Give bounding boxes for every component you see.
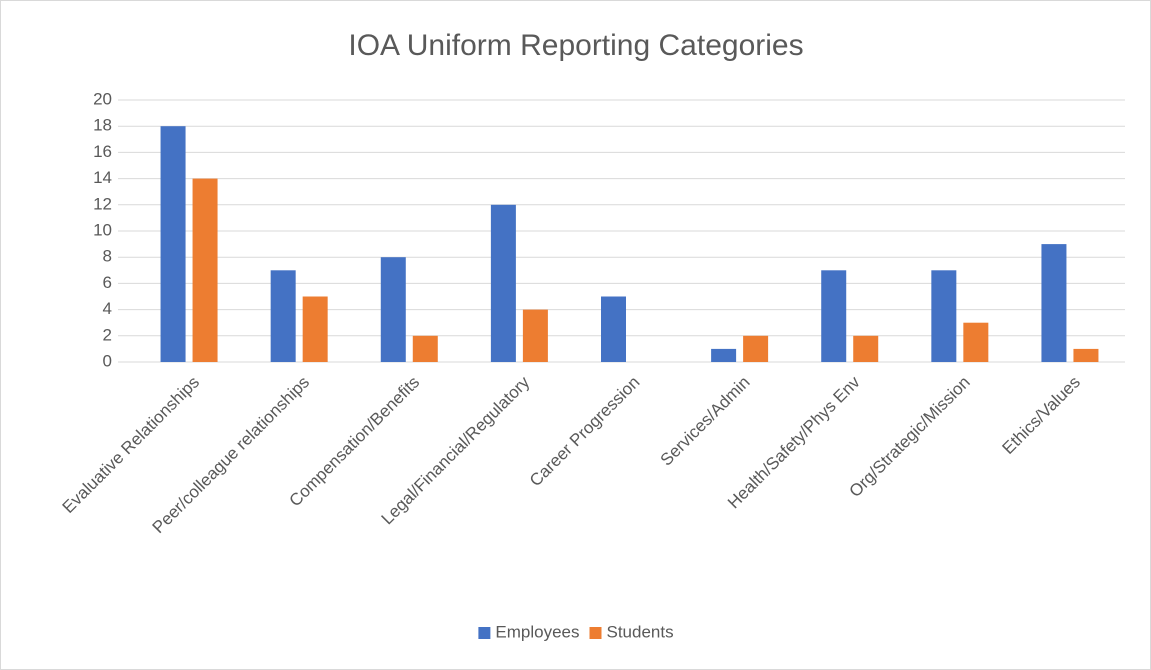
bar <box>522 309 548 362</box>
bar <box>412 335 438 362</box>
y-tick-label: 0 <box>103 351 112 370</box>
y-tick-label: 6 <box>103 273 112 292</box>
y-tick-label: 10 <box>93 220 112 239</box>
bar <box>1073 348 1099 362</box>
legend-swatch <box>478 627 491 639</box>
bar <box>192 178 218 362</box>
bar <box>160 126 186 362</box>
chart-title: IOA Uniform Reporting Categories <box>348 29 803 62</box>
y-tick-label: 16 <box>93 142 112 161</box>
bar <box>302 296 328 362</box>
bar <box>490 204 516 362</box>
bar <box>743 335 769 362</box>
y-tick-label: 18 <box>93 116 112 135</box>
bar <box>1041 244 1067 362</box>
y-tick-label: 4 <box>103 299 112 318</box>
bar <box>853 335 879 362</box>
y-tick-label: 20 <box>93 89 112 108</box>
bar <box>270 270 296 362</box>
legend-swatch <box>589 627 602 639</box>
y-tick-label: 14 <box>93 168 112 187</box>
y-tick-label: 12 <box>93 194 112 213</box>
bar <box>821 270 847 362</box>
bar <box>601 296 626 362</box>
legend-label: Students <box>607 622 674 641</box>
bar <box>931 270 957 362</box>
bar <box>963 322 989 362</box>
y-tick-label: 2 <box>103 325 112 344</box>
bar <box>380 257 406 362</box>
legend-label: Employees <box>495 622 579 641</box>
y-tick-label: 8 <box>103 247 112 266</box>
bar <box>711 348 737 362</box>
